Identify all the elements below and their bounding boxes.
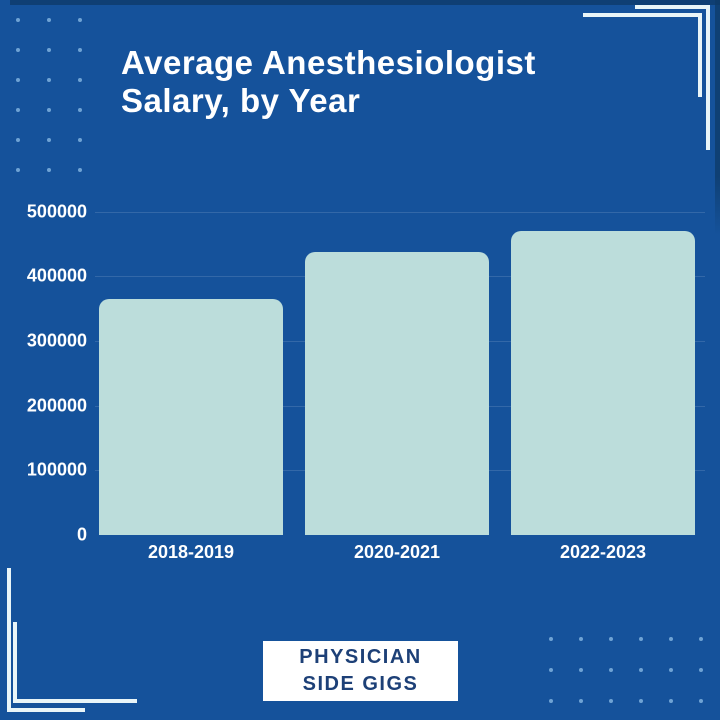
y-axis-tick-500000: 500000 — [26, 201, 87, 221]
decor-dot — [579, 637, 583, 641]
decor-dot — [669, 699, 673, 703]
decor-dot — [16, 108, 20, 112]
top-edge-shadow — [10, 0, 720, 5]
decor-dot — [549, 637, 553, 641]
brand-badge-line1: PHYSICIAN — [299, 646, 422, 668]
decor-dot — [16, 78, 20, 82]
decor-dot — [579, 699, 583, 703]
decor-dot — [47, 48, 51, 52]
x-axis-label-2020-2021: 2020-2021 — [353, 542, 441, 562]
decor-dot — [47, 108, 51, 112]
y-axis-tick-100000: 100000 — [26, 459, 87, 480]
decor-dot — [699, 668, 703, 672]
decor-dot — [669, 637, 673, 641]
decor-dot — [609, 668, 613, 672]
decor-dot — [78, 78, 82, 82]
chart-title: Average Anesthesiologist Salary, by Year — [121, 44, 536, 120]
decor-dot — [47, 78, 51, 82]
chart-title-line2: Salary, by Year — [121, 82, 361, 119]
decor-dot — [639, 668, 643, 672]
brand-badge: PHYSICIAN SIDE GIGS — [263, 641, 458, 701]
brand-badge-line2: SIDE GIGS — [302, 673, 419, 695]
chart-title-line1: Average Anesthesiologist — [121, 44, 536, 81]
decor-dot — [78, 18, 82, 22]
decor-dot — [16, 48, 20, 52]
bar-2018-2019 — [99, 298, 283, 535]
decor-dot — [699, 637, 703, 641]
decor-dot — [47, 168, 51, 172]
decor-dot — [78, 108, 82, 112]
decor-dot — [16, 168, 20, 172]
decor-dot — [669, 668, 673, 672]
decor-dot — [47, 138, 51, 142]
y-axis-tick-300000: 300000 — [26, 330, 87, 351]
decor-dot — [609, 637, 613, 641]
decor-dot — [78, 48, 82, 52]
y-axis-tick-0: 0 — [76, 524, 87, 545]
decor-dot — [609, 699, 613, 703]
decor-dot — [579, 668, 583, 672]
right-edge-shadow — [715, 0, 720, 235]
bar-2020-2021 — [305, 252, 489, 535]
gridline-500000 — [95, 211, 705, 213]
decor-dot — [639, 699, 643, 703]
x-axis-label-2022-2023: 2022-2023 — [559, 542, 647, 562]
decor-dot — [699, 699, 703, 703]
y-axis-tick-200000: 200000 — [26, 395, 87, 416]
decor-dot — [639, 637, 643, 641]
corner-bracket-top-right-icon — [583, 5, 710, 150]
decor-dot — [78, 138, 82, 142]
x-axis-label-2018-2019: 2018-2019 — [147, 542, 235, 562]
decor-dot — [549, 668, 553, 672]
decor-dot — [47, 18, 51, 22]
decor-dot — [78, 168, 82, 172]
decor-dot — [549, 699, 553, 703]
y-axis-tick-400000: 400000 — [26, 265, 87, 286]
corner-bracket-bottom-left-icon — [7, 568, 137, 712]
bar-2022-2023 — [511, 230, 695, 535]
decor-dot — [16, 18, 20, 22]
decor-dot — [16, 138, 20, 142]
